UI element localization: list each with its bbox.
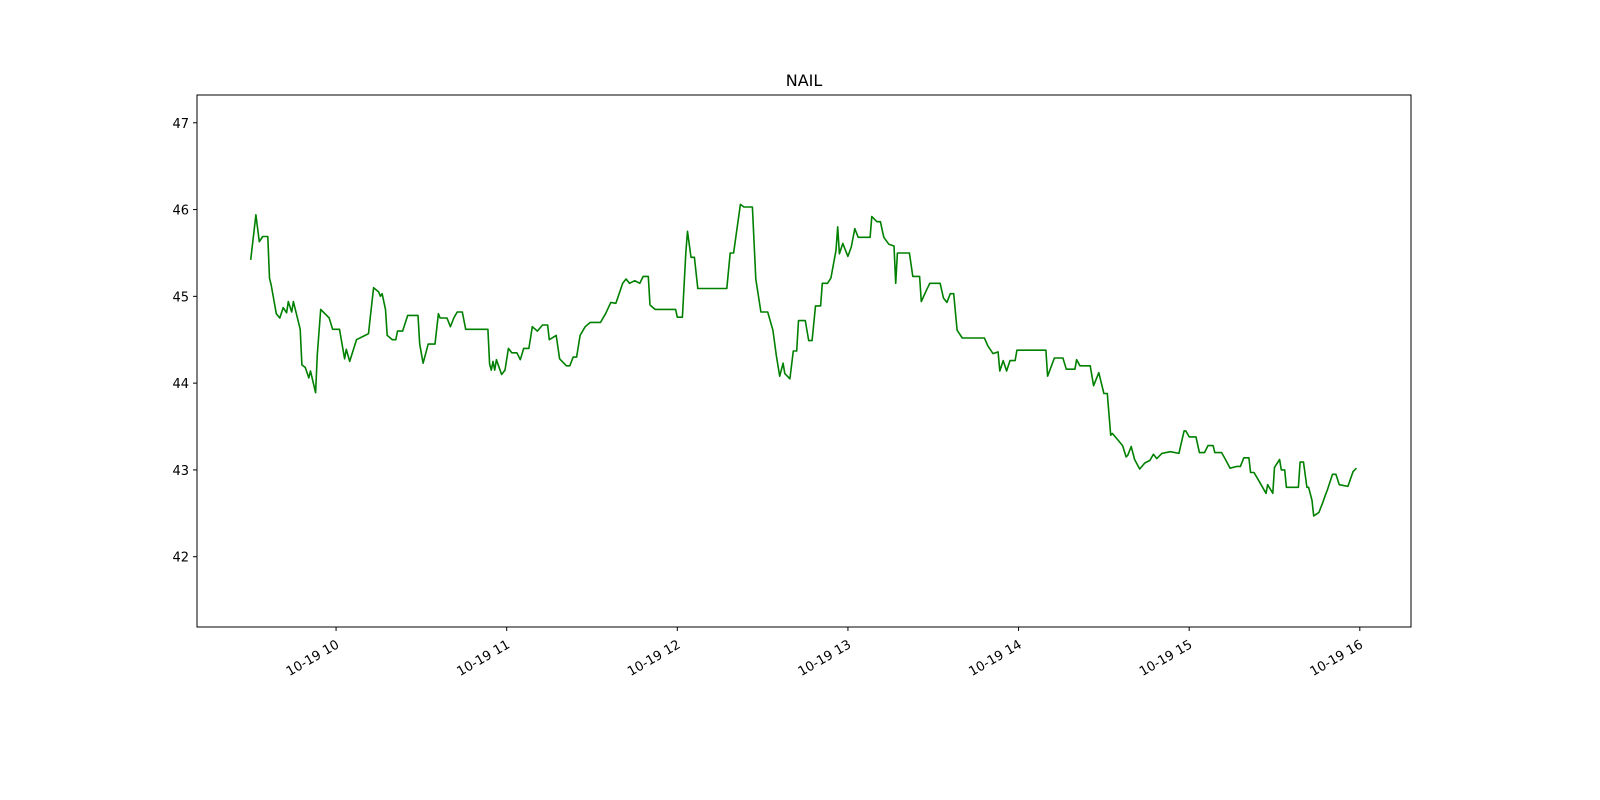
plot-frame [196,94,1412,628]
y-tick-label: 47 [172,117,189,132]
x-tick-label: 10-19 15 [1137,637,1195,679]
y-tick-label: 42 [172,551,189,566]
y-tick-label: 46 [172,204,189,219]
x-tick-label: 10-19 10 [284,637,342,679]
x-tick-label: 10-19 14 [966,637,1024,679]
x-tick-label: 10-19 11 [455,637,513,679]
chart-title: NAIL [786,71,823,90]
y-tick-label: 45 [172,290,189,305]
y-tick-label: 44 [172,377,189,392]
price-line [249,203,1357,517]
x-tick-label: 10-19 12 [625,637,683,679]
x-tick-label: 10-19 16 [1308,637,1366,679]
x-tick-label: 10-19 13 [796,637,854,679]
y-tick-label: 43 [172,464,189,479]
